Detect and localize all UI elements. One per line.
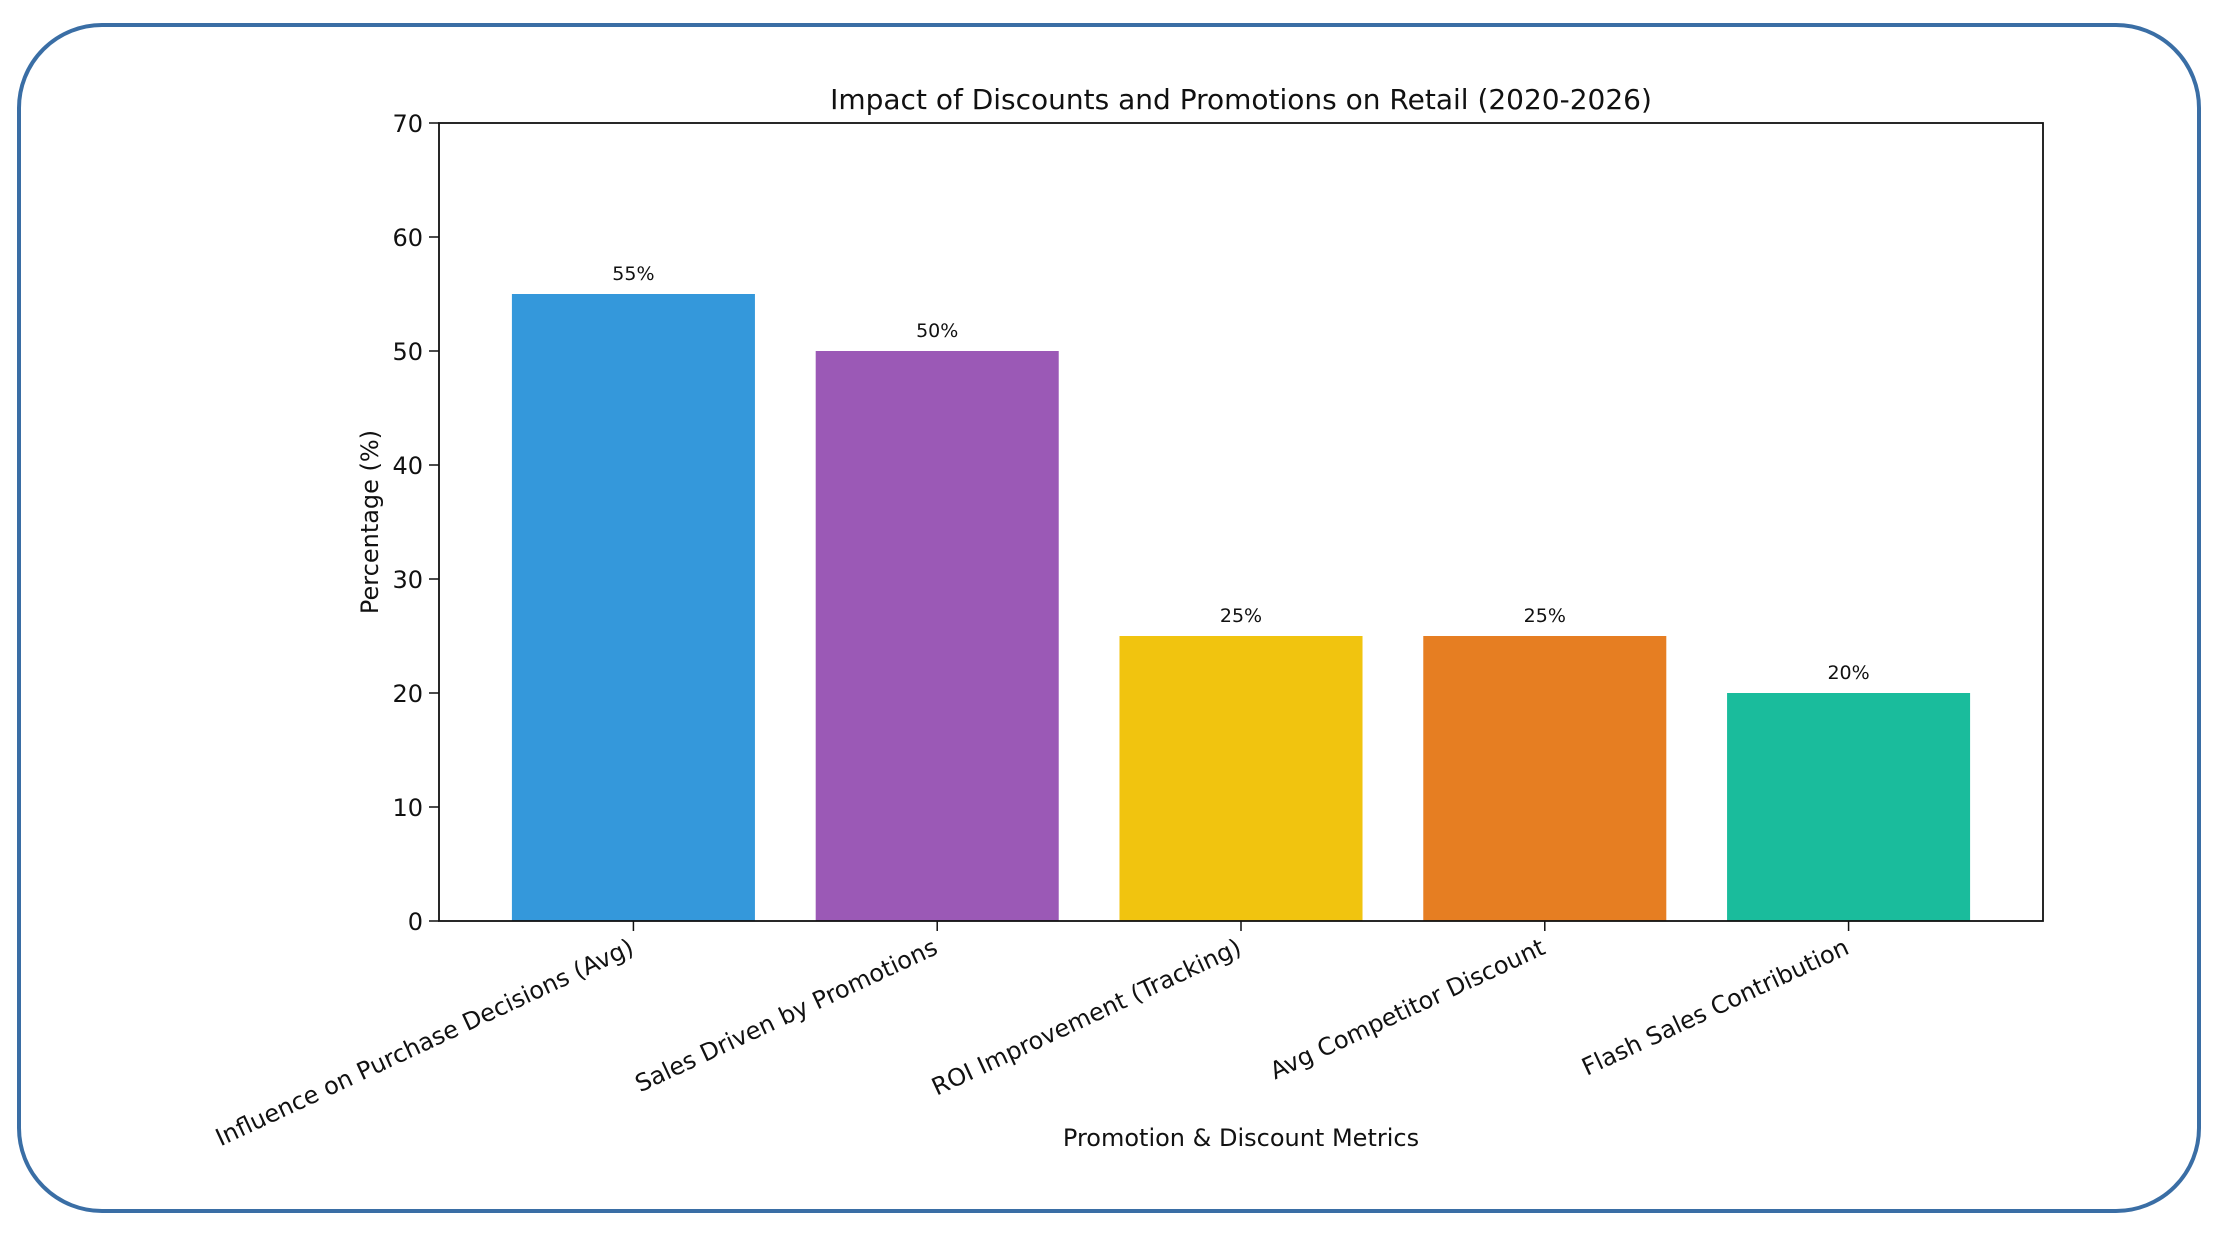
plot-area-border <box>438 122 2044 922</box>
x-tick-label-4: Flash Sales Contribution <box>1578 933 1854 1081</box>
y-tick-label-6: 60 <box>392 224 423 252</box>
y-tick-label-2: 20 <box>392 680 423 708</box>
data-label-0: 55% <box>612 263 654 285</box>
bar-2 <box>1119 636 1363 921</box>
y-tick-label-0: 0 <box>408 908 423 936</box>
data-label-4: 20% <box>1827 662 1869 684</box>
x-axis-label: Promotion & Discount Metrics <box>1063 1124 1419 1152</box>
y-tick-label-3: 30 <box>392 566 423 594</box>
x-tick-label-2: ROI Improvement (Tracking) <box>927 933 1245 1101</box>
bar-4 <box>1727 693 1971 921</box>
chart-title: Impact of Discounts and Promotions on Re… <box>830 83 1652 116</box>
y-tick-label-1: 10 <box>392 794 423 822</box>
data-label-2: 25% <box>1220 605 1262 627</box>
x-tick-label-1: Sales Driven by Promotions <box>631 933 942 1098</box>
data-label-1: 50% <box>916 320 958 342</box>
y-tick-label-7: 70 <box>392 110 423 138</box>
data-label-3: 25% <box>1524 605 1566 627</box>
y-tick-label-5: 50 <box>392 338 423 366</box>
y-tick-label-4: 40 <box>392 452 423 480</box>
bar-1 <box>815 351 1059 921</box>
y-axis-label: Percentage (%) <box>356 430 384 614</box>
x-tick-label-0: Influence on Purchase Decisions (Avg) <box>211 933 638 1152</box>
bar-3 <box>1423 636 1667 921</box>
rounded-frame <box>17 23 2201 1213</box>
x-tick-label-3: Avg Competitor Discount <box>1266 933 1550 1085</box>
bar-0 <box>511 294 755 921</box>
